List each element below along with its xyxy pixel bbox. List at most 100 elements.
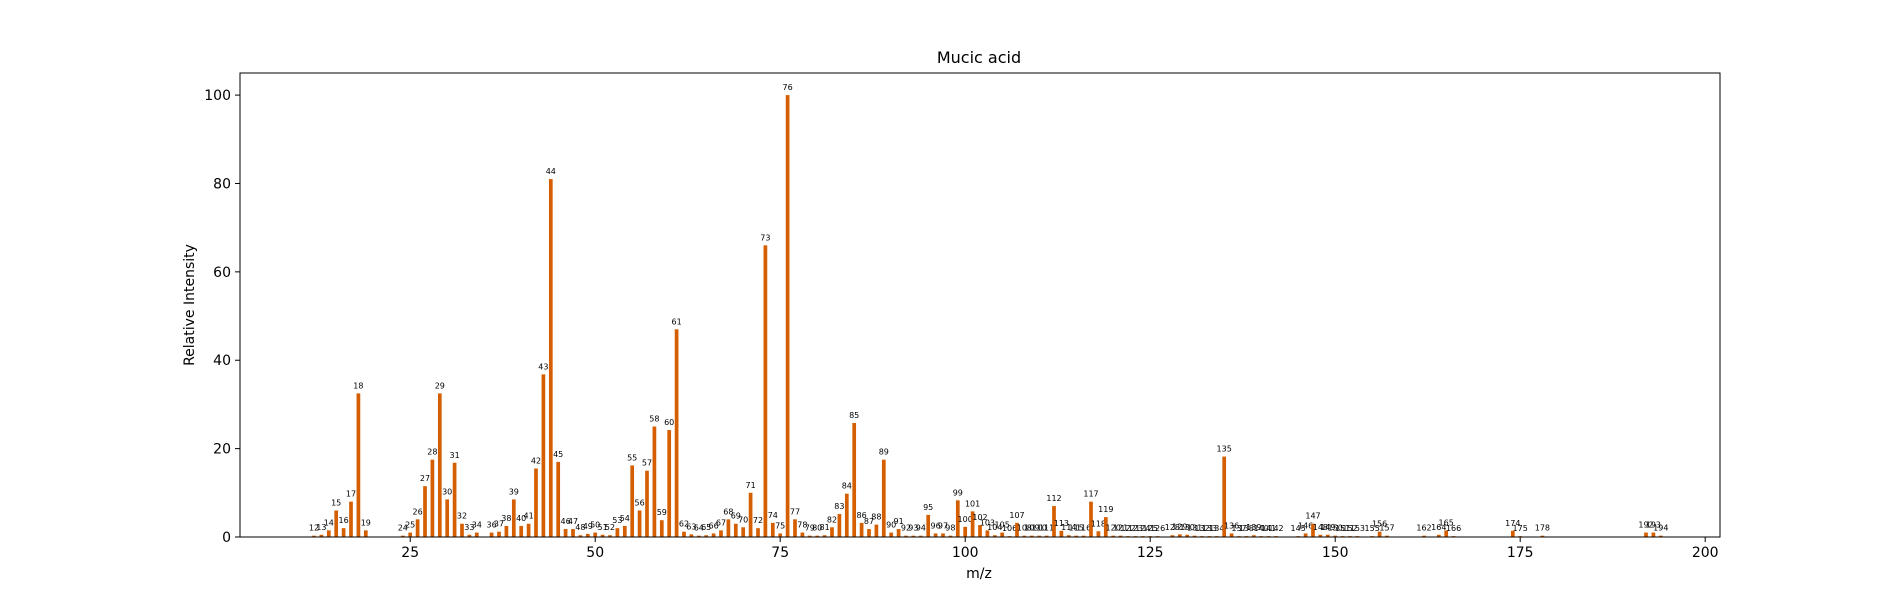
peak-label: 91: [894, 517, 904, 526]
peak-label: 101: [965, 499, 980, 508]
spectrum-bar: [844, 493, 849, 537]
spectrum-bar: [593, 532, 598, 537]
y-axis: 0 20 40 60 80 100: [204, 88, 240, 546]
peak-label: 87: [864, 517, 874, 526]
spectrum-bar: [955, 500, 960, 537]
peak-label: 12: [309, 524, 319, 533]
spectrum-bar: [445, 499, 450, 537]
spectrum-bar: [741, 527, 746, 537]
spectrum-bar: [460, 523, 464, 537]
spectrum-bar: [815, 535, 820, 537]
peak-label: 119: [1098, 505, 1113, 514]
spectrum-bar: [467, 534, 472, 537]
spectrum-bar: [1385, 535, 1389, 537]
peak-label: 85: [849, 411, 859, 420]
spectrum-bar: [733, 523, 738, 537]
spectrum-bar: [926, 514, 931, 537]
peak-label: 24: [398, 524, 408, 533]
spectrum-bar: [356, 393, 361, 537]
peak-label: 69: [731, 512, 741, 521]
spectrum-bar: [1303, 533, 1308, 537]
spectrum-bar: [437, 393, 442, 537]
spectrum-bar: [326, 530, 331, 537]
spectrum-bar: [497, 531, 501, 537]
peak-label: 174: [1505, 519, 1520, 528]
spectrum-bar: [1333, 535, 1338, 537]
spectrum-bar: [615, 528, 620, 537]
spectrum-bar: [689, 534, 694, 537]
spectrum-bar: [1111, 535, 1116, 537]
spectrum-bar: [608, 535, 612, 537]
peak-label: 140: [1254, 524, 1269, 533]
peak-label: 41: [524, 512, 534, 521]
y-tick-label: 20: [213, 442, 231, 458]
spectrum-bar: [1044, 535, 1049, 537]
peak-label: 120: [1106, 524, 1121, 533]
spectrum-bar: [704, 535, 709, 537]
spectrum-bar: [1074, 535, 1079, 537]
spectrum-bar: [881, 459, 886, 537]
spectrum-bar: [452, 462, 457, 537]
spectrum-bar: [682, 531, 686, 537]
peak-label: 115: [1069, 524, 1084, 533]
peak-label: 152: [1342, 524, 1357, 533]
spectrum-bar: [1096, 531, 1101, 537]
peak-label: 166: [1446, 524, 1461, 533]
peak-label: 122: [1120, 524, 1135, 533]
spectrum-bar: [637, 510, 642, 537]
peak-label: 93: [908, 524, 918, 533]
x-tick-label: 100: [952, 545, 979, 561]
peak-label: 36: [487, 521, 497, 530]
peak-label: 104: [987, 523, 1002, 532]
spectrum-bar: [1052, 506, 1056, 537]
spectrum-bar: [904, 535, 908, 537]
peak-label: 60: [664, 418, 674, 427]
peak-label: 56: [635, 498, 645, 507]
spectrum-bar: [918, 535, 923, 537]
peak-label: 134: [1209, 524, 1224, 533]
peak-label: 43: [538, 362, 548, 371]
peak-label: 63: [686, 522, 696, 531]
spectrum-bar: [659, 520, 664, 537]
spectrum-bar: [1029, 535, 1034, 537]
y-axis-label: Relative Intensity: [182, 244, 198, 366]
spectrum-bar: [978, 525, 982, 537]
peak-label: 45: [553, 450, 563, 459]
peak-label: 102: [972, 513, 987, 522]
peak-label: 81: [820, 523, 830, 532]
peak-label: 73: [760, 233, 770, 242]
peak-label: 146: [1298, 521, 1313, 530]
peak-label: 76: [783, 83, 793, 92]
spectrum-bar: [1644, 532, 1648, 537]
spectrum-bar: [363, 530, 368, 537]
peak-label: 123: [1128, 524, 1143, 533]
plot-frame: [239, 72, 1721, 538]
peak-label: 192: [1638, 521, 1653, 530]
peak-label: 145: [1291, 524, 1306, 533]
peak-label: 113: [1054, 519, 1069, 528]
peak-label: 71: [746, 481, 756, 490]
spectrum-bar: [859, 522, 864, 537]
peak-label: 82: [827, 515, 837, 524]
peak-label: 110: [1032, 524, 1047, 533]
spectrum-bar: [489, 532, 494, 537]
peak-label: 66: [709, 521, 719, 530]
peak-label: 16: [339, 516, 349, 525]
peak-label: 86: [857, 511, 867, 520]
spectrum-bar: [1318, 534, 1323, 537]
peak-label: 15: [331, 498, 341, 507]
peak-label: 175: [1513, 524, 1528, 533]
peak-label: 40: [516, 514, 526, 523]
peak-label: 118: [1091, 519, 1106, 528]
peak-label: 164: [1431, 523, 1446, 532]
peak-label: 33: [464, 523, 474, 532]
peak-label: 162: [1416, 524, 1431, 533]
peak-label: 124: [1135, 524, 1150, 533]
peak-label: 150: [1328, 524, 1343, 533]
peak-label: 106: [1002, 524, 1017, 533]
spectrum-bar: [830, 527, 834, 537]
spectrum-bar: [312, 535, 316, 537]
peak-label: 178: [1535, 524, 1550, 533]
spectrum-bar: [504, 525, 509, 537]
